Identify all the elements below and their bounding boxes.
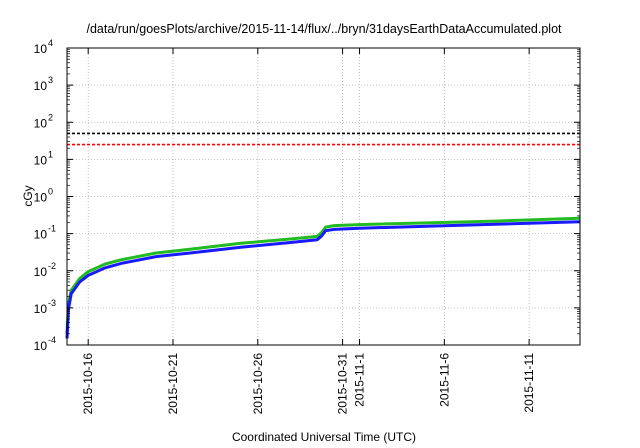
y-tick-label: 10 4 (34, 38, 53, 56)
x-axis-label: Coordinated Universal Time (UTC) (232, 430, 416, 444)
y-tick-exponent: 1 (48, 149, 53, 159)
grid-lines (67, 48, 580, 345)
y-tick-exponent: -1 (48, 224, 56, 234)
y-tick-label: 10 0 (34, 187, 53, 205)
y-tick-label: 10 -1 (34, 224, 56, 242)
y-axis-label: cGy (21, 185, 35, 206)
y-tick-exponent: 2 (48, 112, 53, 122)
y-tick-base: 10 (34, 116, 48, 130)
y-tick-base: 10 (34, 302, 48, 316)
y-tick-base: 10 (34, 228, 48, 242)
y-tick-base: 10 (34, 79, 48, 93)
x-tick-label: 2015-11-11 (522, 353, 536, 413)
y-tick-base: 10 (34, 153, 48, 167)
y-tick-label: 10 -4 (34, 335, 56, 353)
y-tick-exponent: -3 (48, 298, 56, 308)
y-tick-base: 10 (34, 265, 48, 279)
y-tick-base: 10 (34, 191, 48, 205)
y-tick-exponent: 3 (48, 75, 53, 85)
reference-lines (67, 132, 580, 146)
y-tick-exponent: 0 (48, 187, 53, 197)
y-tick-label: 10 3 (34, 75, 53, 93)
y-tick-base: 10 (34, 339, 48, 353)
plot-frame (66, 47, 581, 346)
y-tick-label: 10 1 (34, 149, 53, 167)
y-tick-label: 10 -3 (34, 298, 56, 316)
y-tick-exponent: 4 (48, 38, 53, 48)
x-tick-label: 2015-11-6 (437, 353, 451, 407)
x-tick-label: 2015-11-1 (353, 353, 367, 407)
y-tick-exponent: -2 (48, 261, 56, 271)
chart-title: /data/run/goesPlots/archive/2015-11-14/f… (86, 22, 562, 36)
x-tick-label: 2015-10-16 (81, 353, 95, 415)
x-tick-label: 2015-10-26 (251, 353, 265, 415)
x-tick-label: 2015-10-21 (166, 353, 180, 415)
series-line (65, 216, 581, 334)
x-tick-label: 2015-10-31 (336, 353, 350, 415)
series-line (65, 220, 581, 339)
y-tick-base: 10 (34, 42, 48, 56)
y-tick-label: 10 -2 (34, 261, 56, 279)
y-tick-exponent: -4 (48, 335, 56, 345)
series-lines (65, 216, 581, 339)
y-tick-label: 10 2 (34, 112, 53, 130)
x-axis: 2015-10-16 2015-10-21 2015-10-26 2015-10-31… (81, 48, 536, 414)
